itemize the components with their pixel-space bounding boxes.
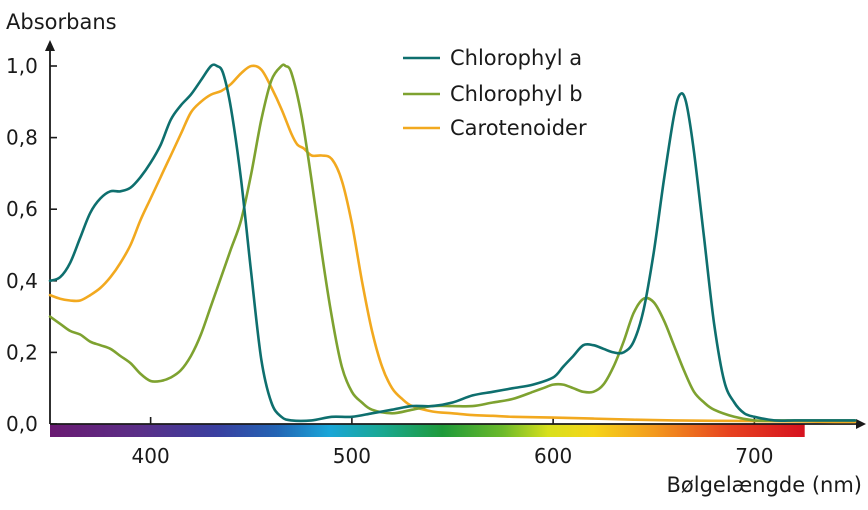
axes: 0,0 0,2 0,4 0,6 0,8 1,0 400 500 600 700 [6, 40, 866, 468]
y-tick-label: 0,2 [6, 340, 38, 364]
y-tick-label: 0,6 [6, 197, 38, 221]
y-axis-arrow [45, 40, 55, 51]
y-tick-label: 0,8 [6, 126, 38, 150]
x-axis-arrow [856, 419, 866, 429]
series-line-chlorophyl-a [48, 63, 857, 423]
x-axis-label: Bølgelængde (nm) [666, 473, 862, 497]
legend-label-chlorophyl-b: Chlorophyl b [450, 82, 583, 106]
legend-label-chlorophyl-a: Chlorophyl a [450, 46, 582, 70]
x-tick-label: 400 [132, 444, 170, 468]
legend-label-carotenoider: Carotenoider [450, 116, 587, 140]
series-line-chlorophyl-b [48, 63, 857, 422]
series-lines [48, 63, 857, 424]
visible-spectrum-bar [50, 424, 805, 437]
x-tick-label: 600 [534, 444, 572, 468]
series-line-carotenoider [48, 64, 857, 424]
x-tick-label: 700 [735, 444, 773, 468]
y-tick-label: 0,0 [6, 412, 38, 436]
y-axis-label: Absorbans [6, 10, 117, 34]
y-tick-label: 1,0 [6, 54, 38, 78]
legend: Chlorophyl a Chlorophyl b Carotenoider [403, 46, 587, 140]
y-tick-label: 0,4 [6, 269, 38, 293]
x-tick-label: 500 [333, 444, 371, 468]
